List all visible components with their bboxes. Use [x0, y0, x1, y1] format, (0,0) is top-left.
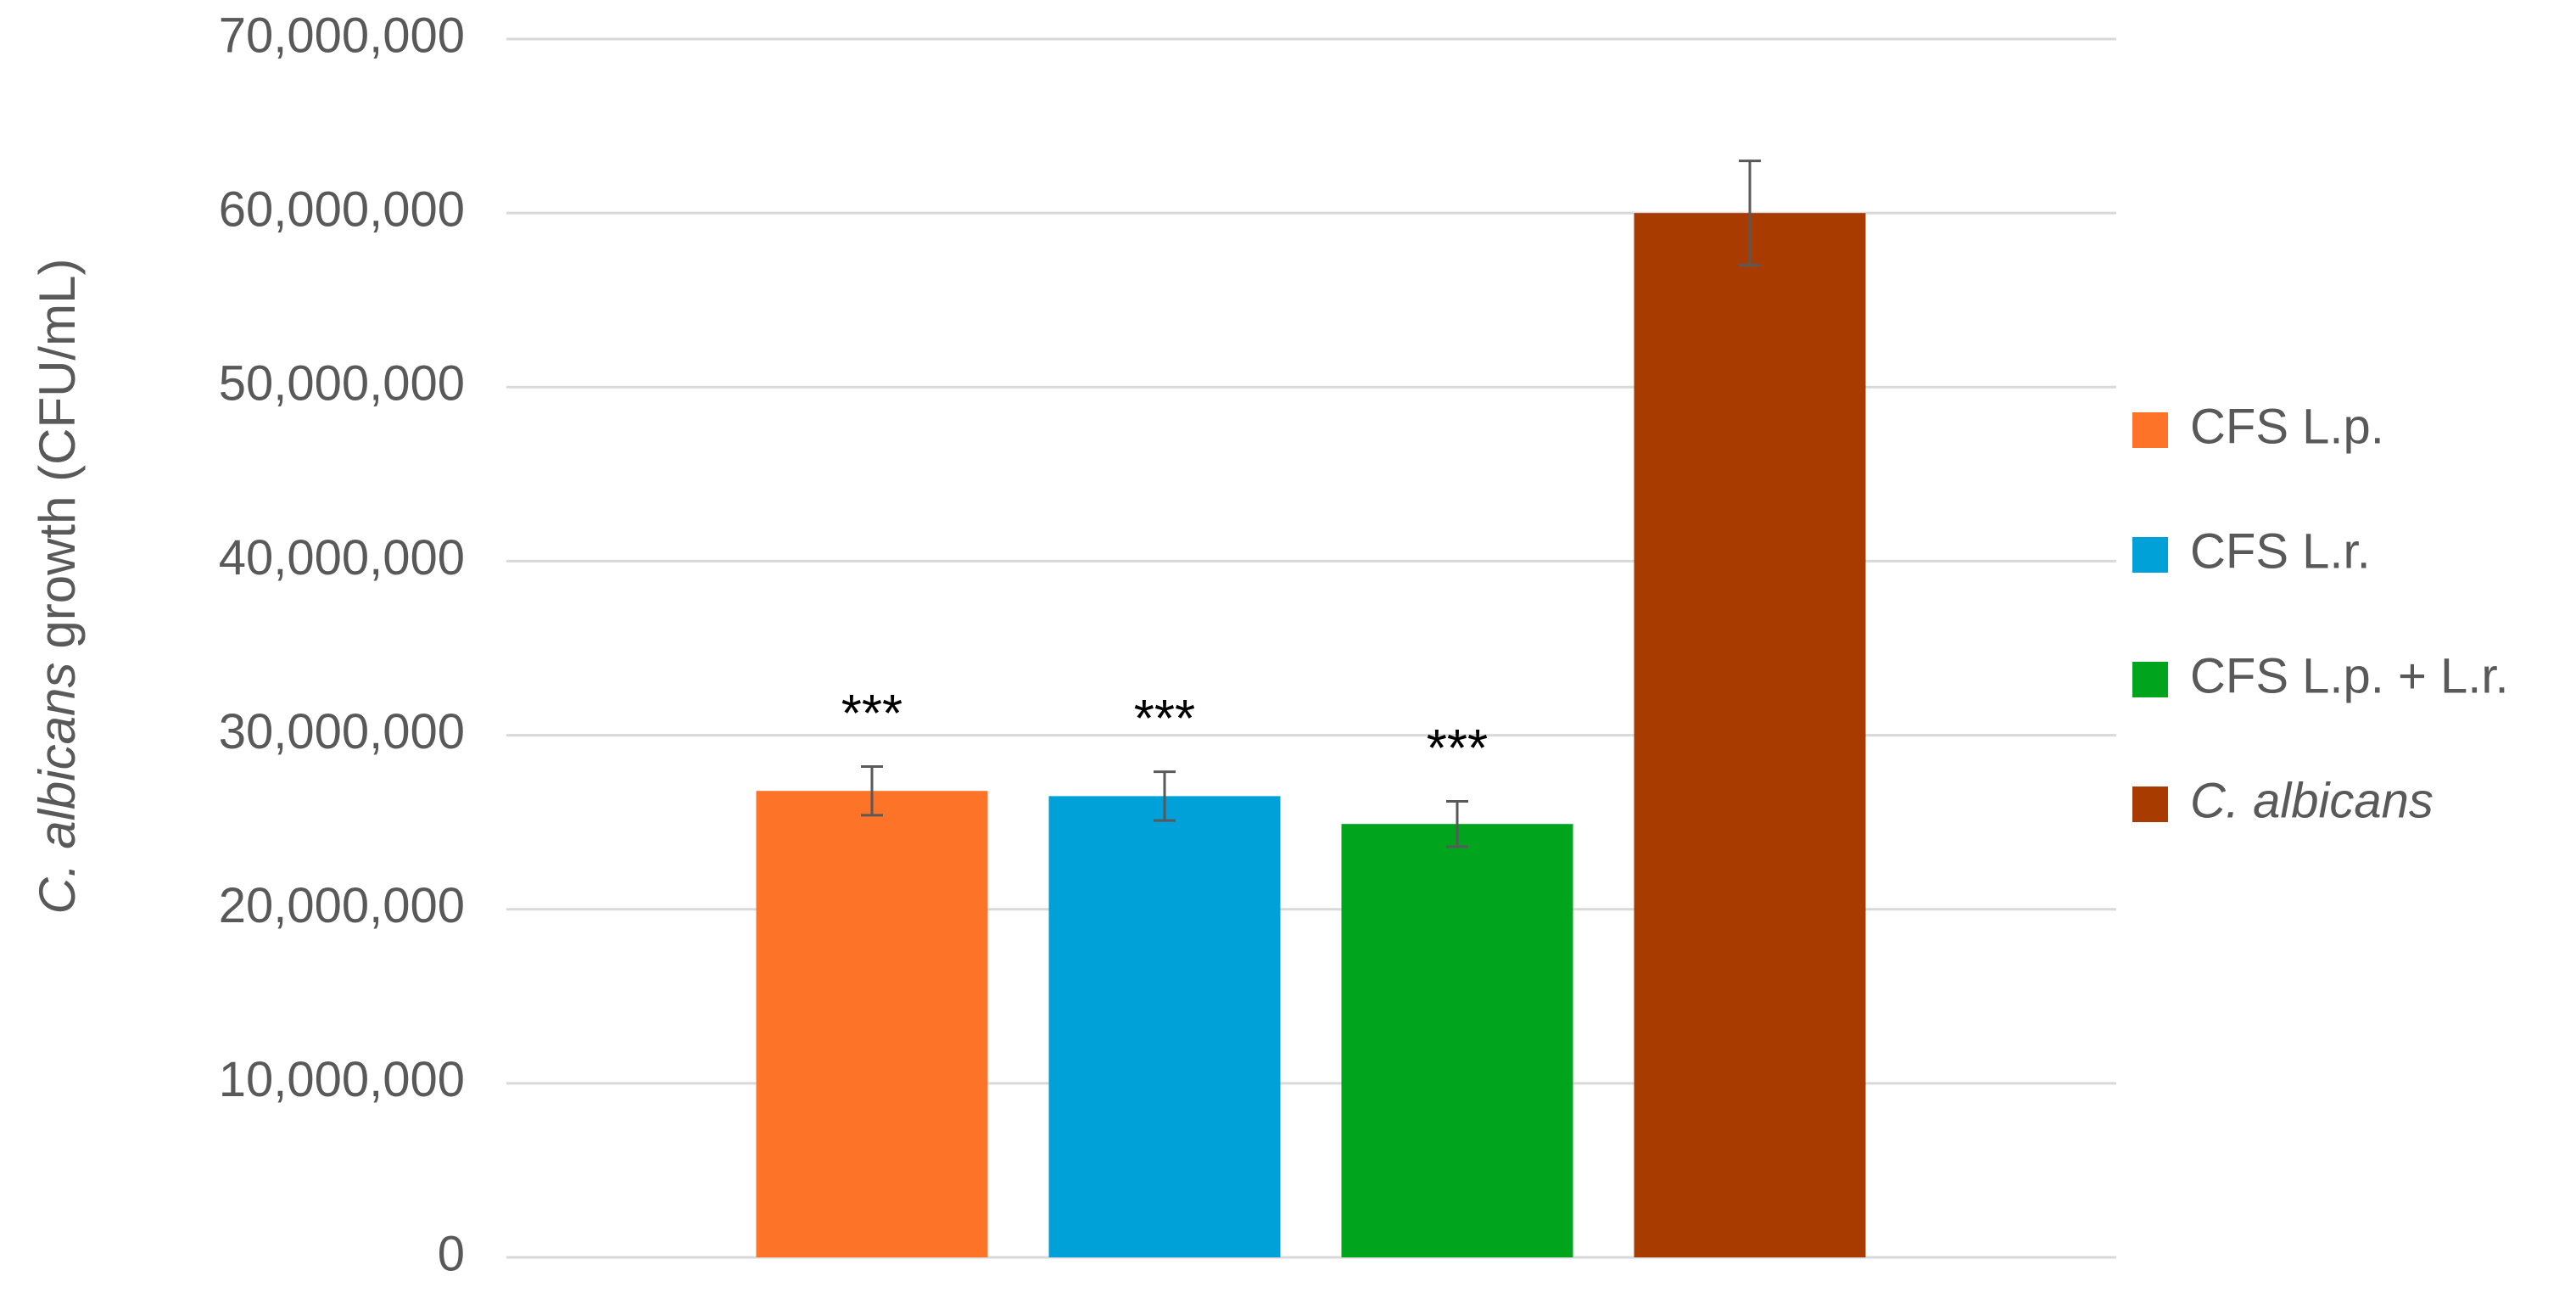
error-bar [1154, 770, 1176, 822]
legend-label: C. albicans [2190, 773, 2434, 828]
y-tick-label: 20,000,000 [219, 878, 465, 933]
error-bar [1739, 160, 1761, 267]
y-axis-label-italic: C. albicans [29, 663, 86, 915]
bar [1048, 796, 1281, 1257]
legend-swatch [2132, 412, 2168, 448]
legend-label: CFS L.r. [2190, 523, 2371, 579]
significance-label: *** [1427, 719, 1488, 778]
error-bar [861, 764, 883, 817]
legend-swatch [2132, 662, 2168, 697]
legend-swatch [2132, 537, 2168, 573]
y-tick-label: 60,000,000 [219, 182, 465, 237]
bar [1634, 213, 1866, 1258]
legend-swatch [2132, 786, 2168, 822]
y-tick-label: 10,000,000 [219, 1052, 465, 1107]
y-tick-label: 50,000,000 [219, 356, 465, 411]
significance-label: *** [841, 685, 902, 743]
legend-label: CFS L.p. + L.r. [2190, 648, 2509, 703]
significance-label: *** [1134, 690, 1195, 748]
error-bar [1446, 800, 1468, 848]
bar [756, 791, 988, 1257]
y-axis-label: C. albicans growth (CFU/mL) [29, 259, 86, 915]
bar [1341, 824, 1573, 1257]
y-tick-label: 40,000,000 [219, 530, 465, 585]
y-tick-label: 70,000,000 [219, 8, 465, 63]
y-axis-label-text: growth (CFU/mL) [29, 259, 86, 649]
legend-label: CFS L.p. [2190, 399, 2384, 454]
y-tick-label: 0 [438, 1226, 465, 1281]
y-tick-label: 30,000,000 [219, 704, 465, 759]
